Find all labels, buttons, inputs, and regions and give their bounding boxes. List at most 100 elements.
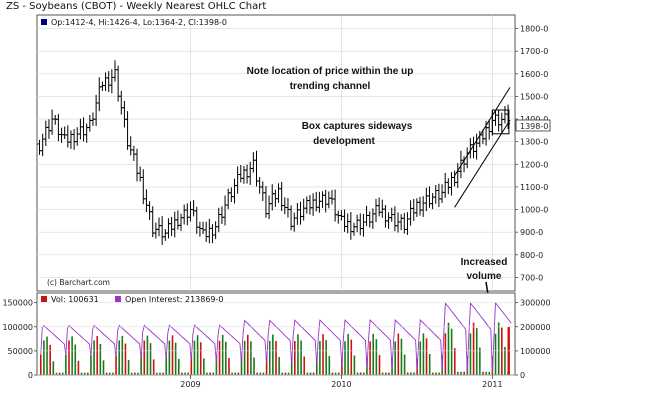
volume-bar [193,340,196,375]
volume-bar [74,344,77,375]
volume-bar [504,346,506,375]
volume-bar [428,354,431,375]
volume-bar [388,372,390,375]
ohlc-legend-square [41,19,47,25]
volume-bar [353,355,356,375]
volume-bar [184,372,186,375]
volume-bar [463,371,465,375]
volume-bar [127,359,130,375]
volume-bar [134,372,136,375]
volume-bar [287,372,290,375]
volume-bar [199,342,202,375]
vol-tick-label: 100000 [2,323,33,332]
volume-bar [115,355,117,375]
volume-bar [215,356,218,375]
volume-bar [218,340,221,375]
volume-bar [413,372,415,375]
volume-bar [272,334,274,375]
volume-bar [397,333,400,375]
volume-bar [137,372,139,375]
volume-bar [375,339,378,375]
volume-bar [250,341,252,375]
vol-tick-label: 150000 [2,299,33,308]
volume-bar [501,327,503,375]
volume-bar [187,372,189,375]
date-tick-label: 2009 [180,380,200,389]
date-axis: 2009 2010 2011 [180,375,503,389]
volume-bar [240,356,243,375]
volume-bar [284,372,287,375]
volume-bar [190,356,193,375]
volume-bar [312,372,315,375]
volume-bar [256,372,258,375]
price-panel [36,14,516,292]
volume-bar [281,372,284,375]
volume-bar [209,372,211,375]
annotation-volume-2: volume [466,271,501,282]
volume-bar [347,333,349,375]
volume-bar [334,372,337,375]
annotation-volume-1: Increased [461,257,508,268]
volume-bar [152,359,155,375]
volume-bar [162,372,164,375]
volume-bar [71,336,73,375]
vol-legend: Vol: 100631 [51,295,99,304]
volume-bar [65,354,67,375]
vol-tick-label: 0 [28,371,33,380]
volume-bar [268,340,271,375]
volume-bar [96,336,99,375]
vol-tick-label: 50000 [8,347,33,356]
volume-bar [159,372,161,375]
volume-bar [290,357,293,375]
vol-legend-square [41,296,47,302]
credit: (c) Barchart.com [47,278,110,287]
volume-bar [457,371,459,375]
volume-bar [259,372,262,375]
price-tick-label: 1800-0 [520,25,548,34]
ohlc-legend: Op:1412-4, Hi:1426-4, Lo:1364-2, Cl:1398… [51,18,227,27]
volume-bar [303,356,306,375]
volume-bar [165,355,168,375]
volume-bar [475,328,478,375]
volume-bar [93,340,95,375]
volume-bar [43,340,45,375]
oi-tick-label: 200000 [520,323,551,332]
consolidation-box [491,109,510,135]
volume-bar [447,322,450,375]
volume-bar [438,372,440,375]
volume-bar [319,341,321,375]
volume-bar [381,372,384,375]
volume-bar [328,356,331,375]
volume-bar [384,372,387,375]
volume-bar [337,372,340,375]
price-tick-label: 800-0 [520,251,543,260]
price-tick-label: 700-0 [520,273,543,282]
volume-bar [419,341,422,375]
volume-bar [275,340,277,375]
volume-bar [58,372,61,375]
volume-bar [359,372,362,375]
volume-bar [469,333,472,375]
volume-bar [225,341,227,375]
volume-bar [39,354,42,375]
volume-bar [234,372,237,375]
volume-bar [444,333,447,375]
volume-bar [221,334,224,375]
volume-bar [422,333,425,375]
volume-bar [90,354,92,375]
annotation-channel-1: Note location of price within the up [247,66,414,77]
volume-bar [83,372,86,375]
price-tick-label: 1400-0 [520,115,548,124]
volume-bar [435,372,437,375]
last-price-tag [515,119,551,132]
volume-bar [253,357,255,375]
volume-bar [168,340,171,375]
volume-bar [118,340,120,375]
volume-bar [231,372,233,375]
volume-bar [228,357,230,375]
volume-bar [181,372,183,375]
volume-bar [61,372,64,375]
volume-bar [196,335,199,375]
price-tick-label: 1300-0 [520,138,548,147]
volume-bar [453,348,456,375]
